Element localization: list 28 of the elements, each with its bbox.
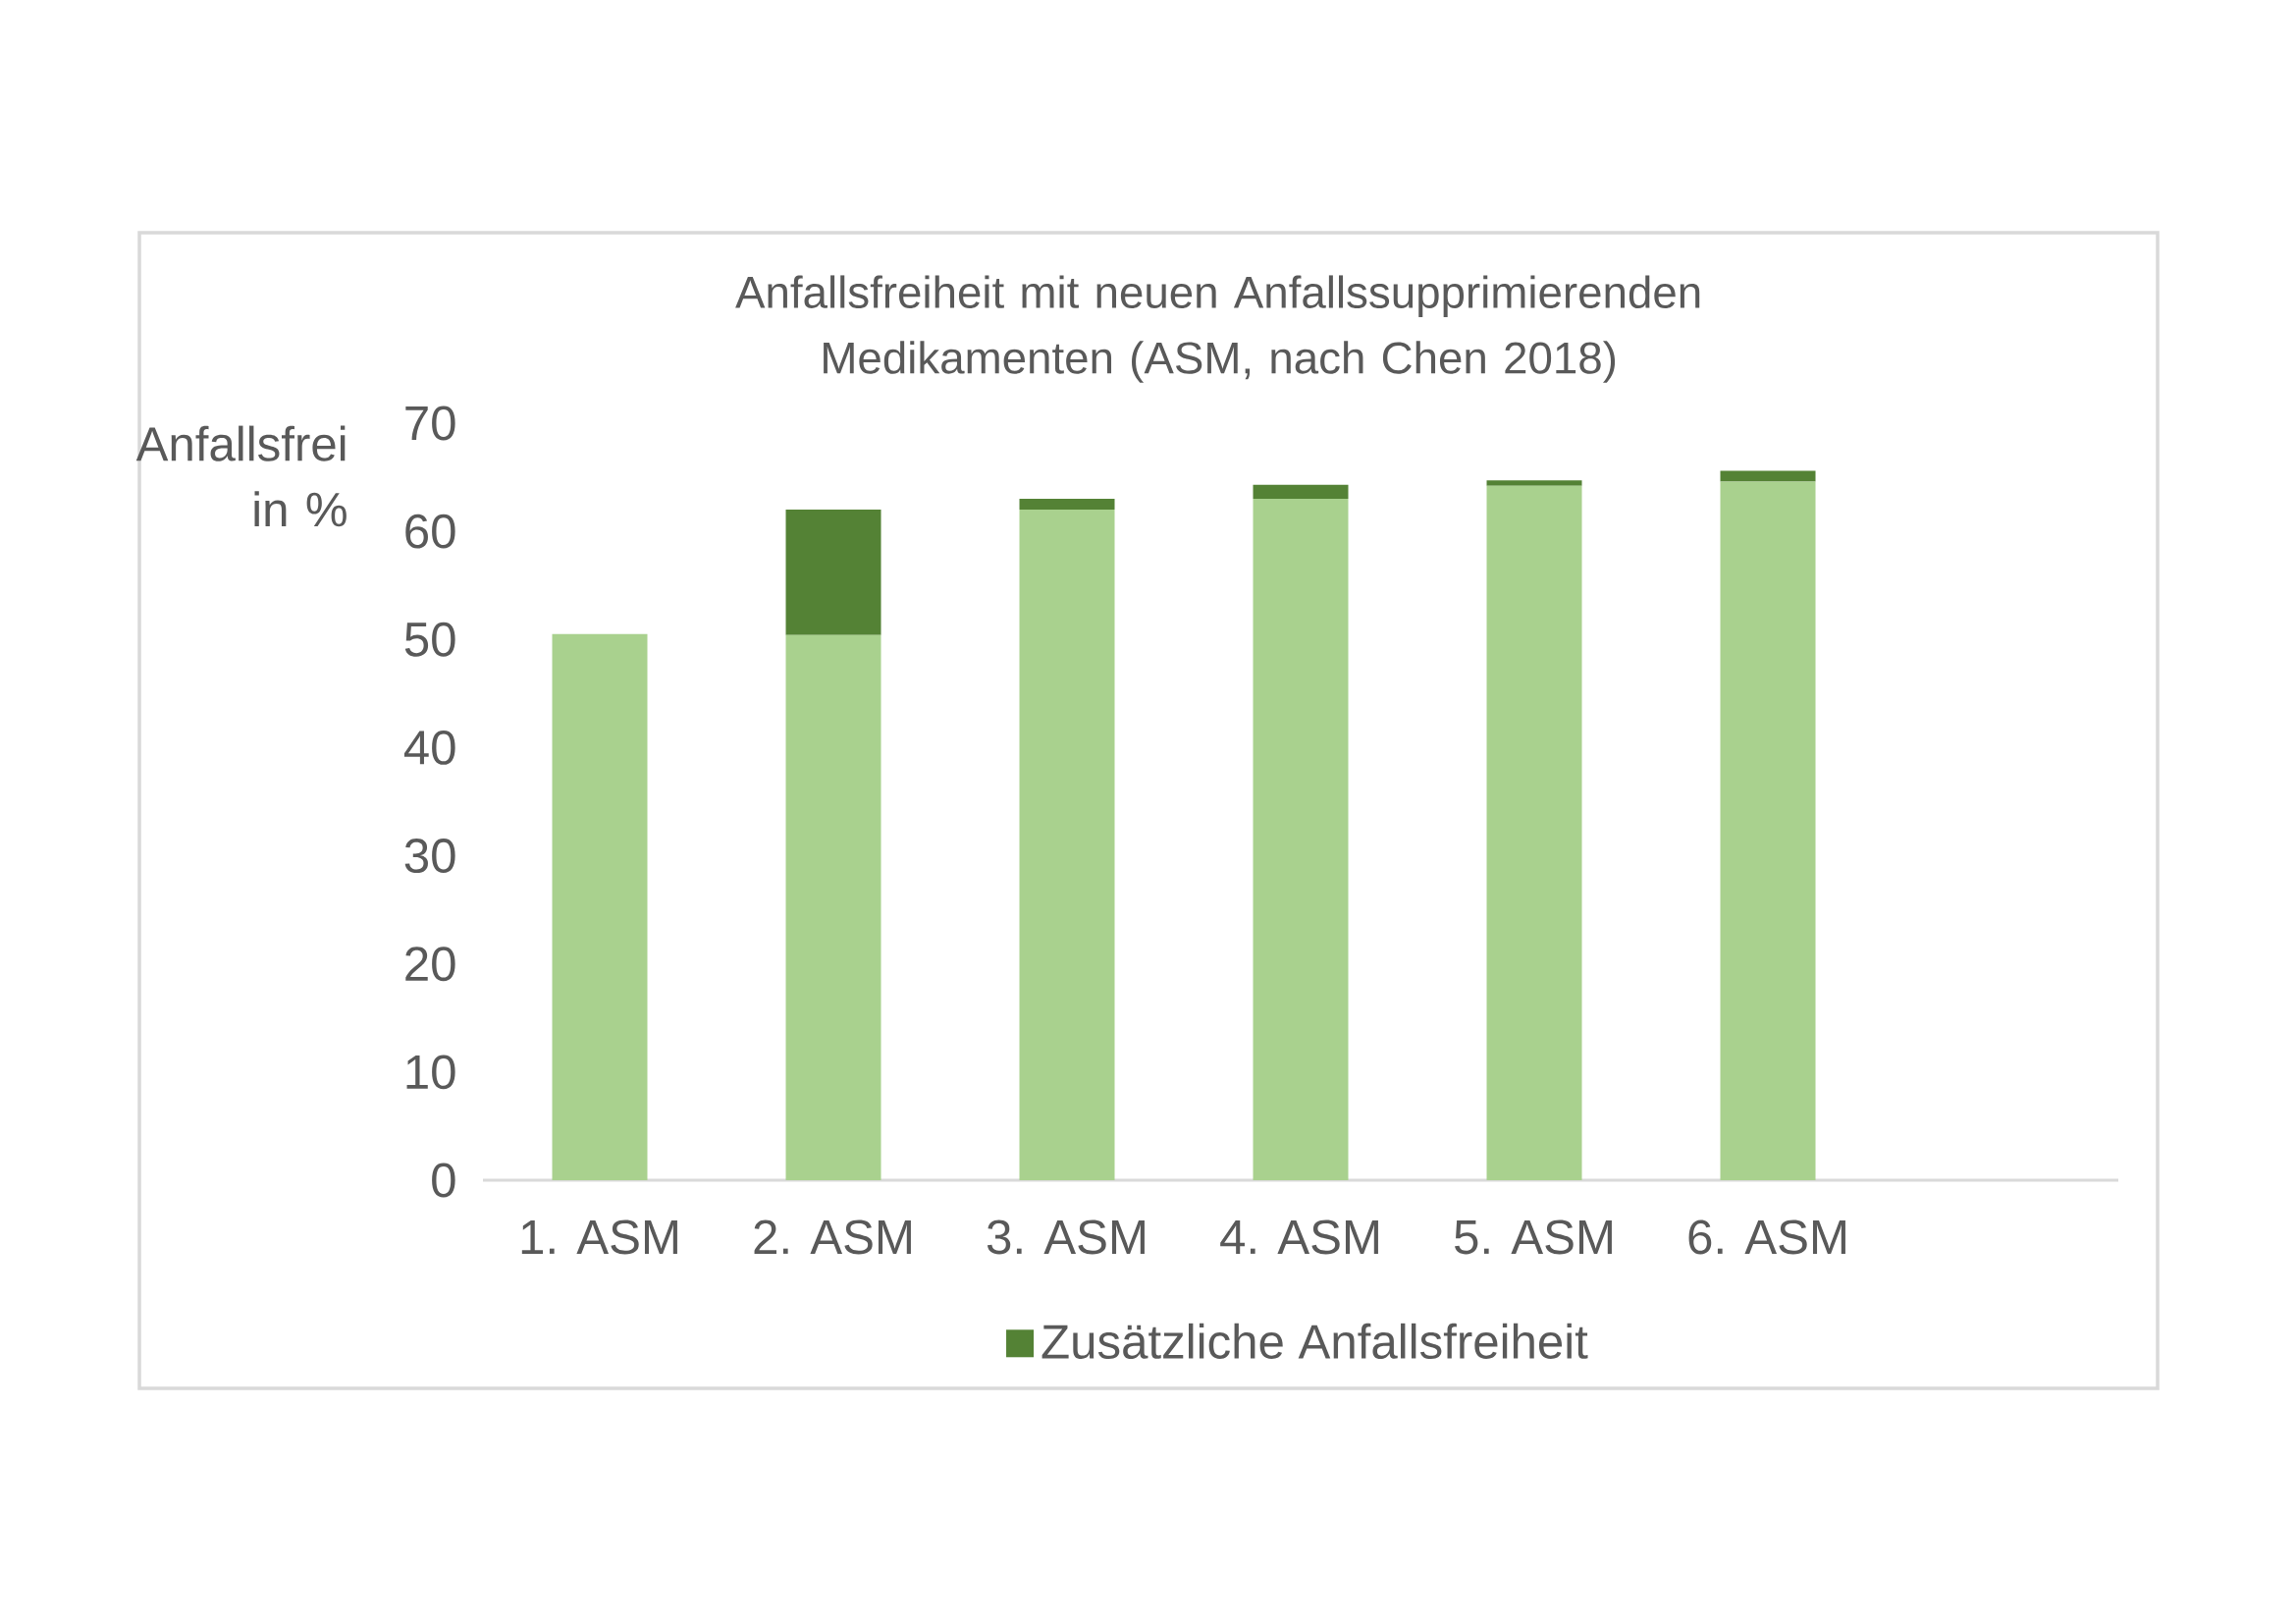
y-tick-label: 70 [405, 406, 455, 441]
y-axis-title: Anfallsfrei in % [135, 425, 347, 527]
x-tick-label: 1. ASM [521, 1219, 677, 1255]
bar [1720, 470, 1816, 482]
bar [1253, 484, 1349, 500]
y-tick-label: 40 [403, 730, 455, 765]
y-tick-label: 50 [404, 622, 455, 657]
y-tick-label: 0 [432, 1163, 455, 1198]
legend-label: Zusätzliche Anfallsfreiheit [1041, 1323, 1588, 1359]
x-tick-label: 4. ASM [1220, 1219, 1378, 1255]
y-tick-label: 20 [405, 947, 455, 982]
bar [1720, 481, 1816, 1180]
x-tick-label: 5. ASM [1455, 1219, 1612, 1255]
x-tick-label: 6. ASM [1688, 1219, 1845, 1255]
bar [1253, 499, 1349, 1180]
y-tick-label: 10 [406, 1055, 455, 1090]
bar [552, 633, 648, 1180]
bar [785, 634, 881, 1180]
bar [1019, 499, 1115, 511]
y-tick-label: 60 [405, 514, 455, 549]
bar [1486, 485, 1582, 1180]
bar [1019, 510, 1115, 1180]
chart-title: Anfallsfreiheit mit neuen Anfallssupprimierenden Medikamenten (ASM, nach Chen 2018) [735, 275, 1700, 383]
bar [1486, 480, 1582, 486]
bar [785, 510, 881, 635]
y-tick-label: 30 [404, 839, 455, 873]
x-tick-label: 2. ASM [754, 1219, 911, 1255]
x-tick-label: 3. ASM [987, 1219, 1145, 1255]
